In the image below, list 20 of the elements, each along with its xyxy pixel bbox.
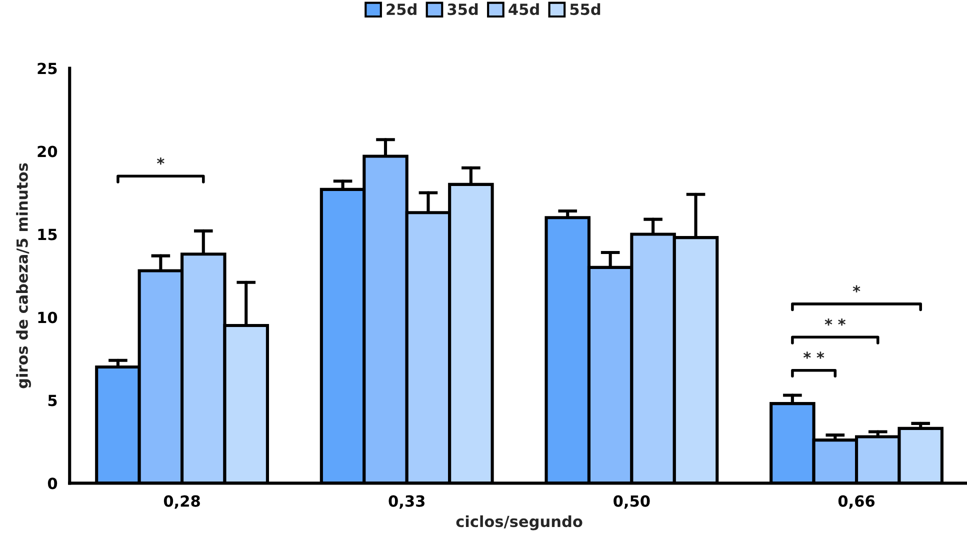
legend-label: 25d	[386, 3, 416, 16]
x-tick-label: 0,50	[614, 495, 650, 509]
y-tick-label: 15	[38, 228, 57, 240]
legend-label: 45d	[508, 3, 539, 16]
x-tick-label: 0,33	[388, 495, 424, 509]
annotation: *	[852, 285, 860, 292]
x-tick-label: 0,28	[164, 495, 200, 509]
y-axis-title: giros de cabeza/5 minutos	[16, 163, 32, 388]
x-tick-label: 0,66	[838, 495, 875, 509]
x-axis-title: ciclos/segundo	[456, 515, 582, 530]
y-tick-label: 5	[48, 394, 57, 406]
y-tick-label: 10	[38, 312, 58, 324]
annotation: *	[156, 157, 164, 165]
y-tick-label: 20	[38, 146, 58, 158]
legend-label: 55d	[570, 3, 600, 16]
annotation: * *	[803, 352, 824, 359]
annotation: * *	[824, 318, 846, 326]
y-tick-label: 0	[48, 478, 58, 490]
y-tick-label: 25	[38, 62, 57, 74]
legend-label: 35d	[448, 3, 478, 16]
